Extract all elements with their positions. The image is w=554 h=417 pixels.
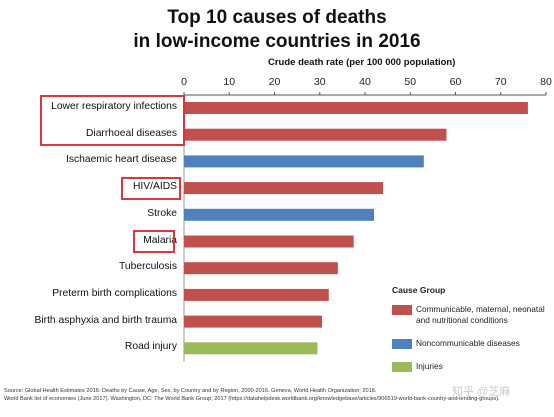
bar-birth-asphyxia-and-birth-trauma xyxy=(184,315,323,328)
bar-tuberculosis xyxy=(184,262,338,275)
x-tick-label: 80 xyxy=(540,76,552,88)
x-tick-label: 70 xyxy=(495,76,507,88)
watermark-text: 知乎 @芝麻 xyxy=(452,386,511,398)
x-tick-label: 40 xyxy=(359,76,371,88)
category-label: Birth asphyxia and birth trauma xyxy=(34,314,177,326)
source-note-line-1: Source: Global Health Estimates 2016: De… xyxy=(4,388,377,394)
category-label: HIV/AIDS xyxy=(132,181,177,193)
highlight-box-malaria xyxy=(133,230,175,253)
bar-lower-respiratory-infections xyxy=(184,102,528,114)
category-label: Diarrhoeal diseases xyxy=(85,127,177,139)
bar-malaria xyxy=(184,235,354,248)
legend-label-noncommunicable: Noncommunicable diseases xyxy=(416,338,520,348)
highlight-box-top-two xyxy=(40,95,185,146)
legend-swatch-communicable xyxy=(392,305,412,315)
highlight-box-hiv-aids xyxy=(121,177,181,200)
bar-diarrhoeal-diseases xyxy=(184,128,447,141)
x-tick-label: 60 xyxy=(450,76,462,88)
category-label: Malaria xyxy=(143,234,177,246)
category-label: Stroke xyxy=(147,207,177,219)
x-tick-label: 10 xyxy=(223,76,235,88)
category-label: Road injury xyxy=(124,341,177,353)
bar-stroke xyxy=(184,208,375,221)
x-tick-label: 50 xyxy=(404,76,416,88)
source-note-line-2: World Bank list of economies (June 2017)… xyxy=(4,396,500,402)
category-label: Tuberculosis xyxy=(119,261,177,273)
legend-swatch-noncommunicable xyxy=(392,339,412,349)
bar-ischaemic-heart-disease xyxy=(184,155,424,168)
category-label: Ischaemic heart disease xyxy=(65,154,177,166)
x-tick-label: 30 xyxy=(314,76,326,88)
bar-road-injury xyxy=(184,342,318,355)
legend-label-injuries: Injuries xyxy=(416,361,443,371)
category-label: Lower respiratory infections xyxy=(51,101,177,112)
chart-title-line-2: in low-income countries in 2016 xyxy=(133,31,421,52)
bar-hiv-aids xyxy=(184,182,384,195)
legend-title: Cause Group xyxy=(392,285,446,295)
x-axis-title: Crude death rate (per 100 000 population… xyxy=(268,57,456,68)
bar-preterm-birth-complications xyxy=(184,288,329,301)
category-label: Preterm birth complications xyxy=(52,287,177,299)
x-tick-label: 0 xyxy=(181,76,187,88)
legend-label-communicable: Communicable, maternal, neonatal and nut… xyxy=(416,304,545,325)
chart-title-line-1: Top 10 causes of deaths xyxy=(167,7,387,28)
legend-swatch-injuries xyxy=(392,362,412,372)
x-tick-label: 20 xyxy=(269,76,281,88)
